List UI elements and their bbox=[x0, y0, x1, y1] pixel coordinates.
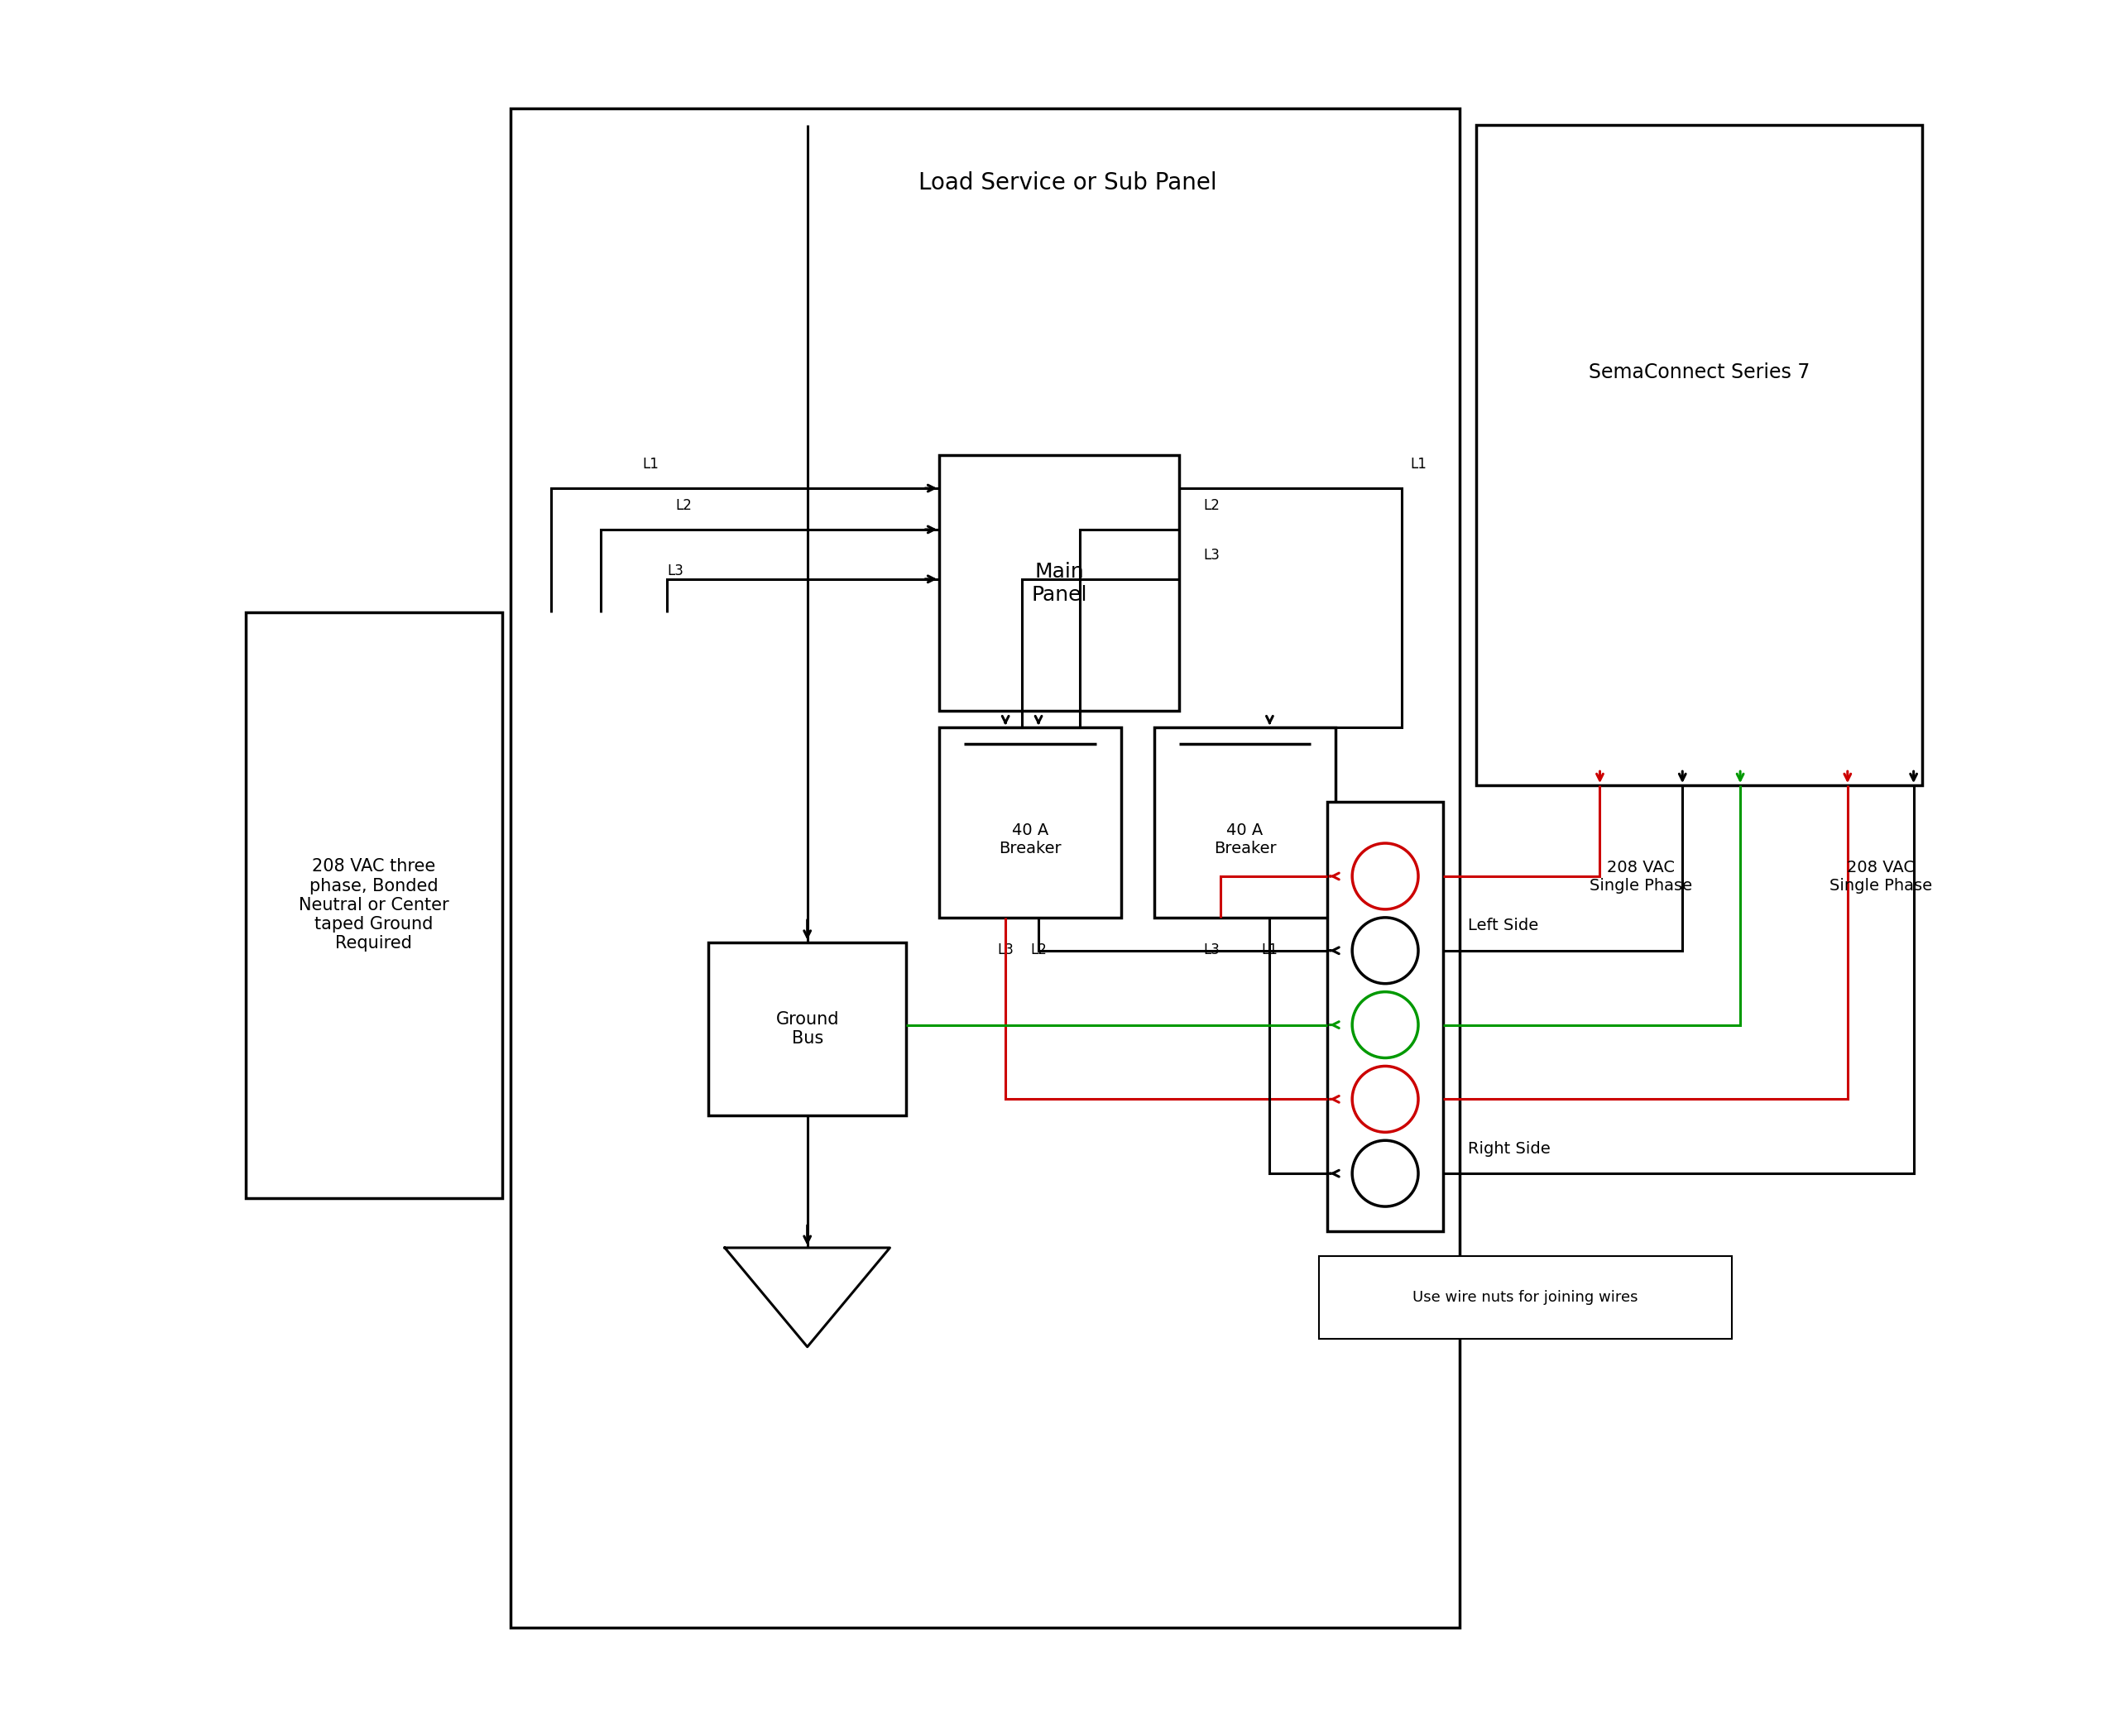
Text: 40 A
Breaker: 40 A Breaker bbox=[998, 823, 1061, 856]
Bar bbox=[939, 727, 1120, 918]
Bar bbox=[939, 455, 1179, 712]
Bar bbox=[511, 108, 1460, 1628]
Bar bbox=[1319, 1257, 1732, 1338]
Text: L3: L3 bbox=[1203, 547, 1220, 562]
Text: L2: L2 bbox=[675, 498, 692, 514]
Text: Left Side: Left Side bbox=[1469, 918, 1538, 934]
Circle shape bbox=[1353, 844, 1418, 910]
Text: Main
Panel: Main Panel bbox=[1032, 562, 1087, 604]
Bar bbox=[247, 613, 502, 1198]
Text: L1: L1 bbox=[1262, 943, 1279, 957]
Circle shape bbox=[1353, 918, 1418, 984]
Text: L2: L2 bbox=[1030, 943, 1047, 957]
Circle shape bbox=[1353, 1141, 1418, 1207]
Text: 208 VAC three
phase, Bonded
Neutral or Center
taped Ground
Required: 208 VAC three phase, Bonded Neutral or C… bbox=[300, 859, 449, 951]
Text: L3: L3 bbox=[1203, 943, 1220, 957]
Text: Load Service or Sub Panel: Load Service or Sub Panel bbox=[918, 172, 1217, 194]
Bar bbox=[709, 943, 907, 1116]
Text: L3: L3 bbox=[998, 943, 1013, 957]
Text: SemaConnect Series 7: SemaConnect Series 7 bbox=[1589, 363, 1810, 382]
Text: 208 VAC
Single Phase: 208 VAC Single Phase bbox=[1589, 859, 1692, 894]
Bar bbox=[1154, 727, 1336, 918]
Text: L1: L1 bbox=[1409, 457, 1426, 472]
Text: Right Side: Right Side bbox=[1469, 1141, 1551, 1156]
Text: 208 VAC
Single Phase: 208 VAC Single Phase bbox=[1829, 859, 1933, 894]
Bar bbox=[1477, 125, 1922, 785]
Text: Ground
Bus: Ground Bus bbox=[776, 1010, 840, 1047]
Text: L2: L2 bbox=[1203, 498, 1220, 514]
Circle shape bbox=[1353, 1066, 1418, 1132]
Text: L3: L3 bbox=[667, 564, 684, 578]
Text: 40 A
Breaker: 40 A Breaker bbox=[1213, 823, 1277, 856]
Circle shape bbox=[1353, 991, 1418, 1057]
Bar bbox=[1327, 802, 1443, 1231]
Text: L1: L1 bbox=[641, 457, 658, 472]
Text: Use wire nuts for joining wires: Use wire nuts for joining wires bbox=[1414, 1290, 1637, 1305]
